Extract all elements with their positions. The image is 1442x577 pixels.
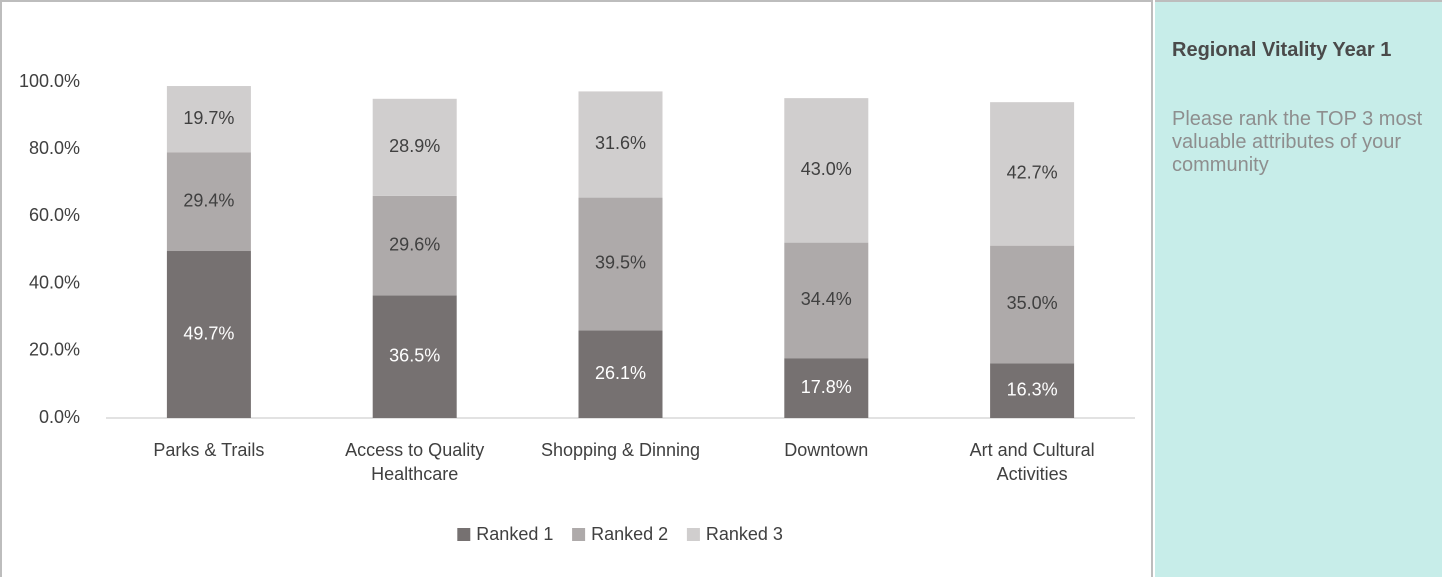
value-label: 42.7%	[1007, 163, 1058, 183]
y-tick-label: 40.0%	[29, 272, 80, 292]
value-label: 39.5%	[595, 253, 646, 273]
x-tick-label: Access to Quality Healthcare	[345, 440, 485, 484]
y-tick-label: 100.0%	[19, 71, 80, 91]
value-label: 43.0%	[801, 159, 852, 179]
legend-swatch	[686, 528, 700, 541]
value-label: 31.6%	[595, 133, 646, 153]
y-tick-label: 80.0%	[29, 138, 80, 158]
bar-segment	[166, 86, 251, 153]
bar-segment	[166, 152, 251, 252]
bar-segment	[990, 245, 1075, 364]
bar-segment	[166, 251, 251, 418]
x-tick-label: Art and Cultural Activities	[969, 440, 1095, 484]
value-label: 35.0%	[1007, 293, 1058, 313]
bar-segment	[578, 330, 663, 418]
bar-segment	[372, 295, 457, 418]
chart: 0.0% 20.0% 40.0% 60.0% 80.0% 100.0% 49.7% 29.4%…	[19, 71, 1135, 544]
bar-segment	[990, 102, 1075, 246]
bar-segment	[372, 195, 457, 296]
x-tick-label: Downtown	[784, 440, 869, 460]
value-label: 26.1%	[595, 363, 646, 383]
x-tick-label: Parks & Trails	[153, 440, 265, 460]
y-tick-label: 0.0%	[39, 407, 80, 427]
bar-segment	[990, 363, 1075, 418]
bar-segment	[372, 98, 457, 196]
bar-segment	[784, 242, 869, 359]
value-label: 29.4%	[183, 190, 234, 210]
legend-swatch	[572, 528, 586, 541]
x-tick-label: Shopping & Dinning	[540, 440, 701, 460]
value-label: 28.9%	[389, 136, 440, 156]
value-label: 49.7%	[183, 323, 234, 343]
bar-segment	[784, 358, 869, 418]
value-label: 29.6%	[389, 234, 440, 254]
bar-segment	[578, 91, 663, 198]
value-label: 16.3%	[1007, 379, 1058, 399]
bar-segment	[578, 197, 663, 331]
y-tick-label: 60.0%	[29, 205, 80, 225]
value-label: 17.8%	[801, 377, 852, 397]
bar-segment	[784, 98, 869, 243]
value-label: 36.5%	[389, 345, 440, 365]
panel-text: Please rank the TOP 3 most valuable attr…	[1172, 108, 1423, 176]
side-panel: Regional Vitality Year 1 Please rank the…	[1155, 0, 1442, 577]
legend-swatch	[457, 528, 471, 541]
chart-frame	[0, 0, 1153, 577]
legend-label: Ranked 2	[591, 524, 668, 544]
y-tick-label: 20.0%	[29, 340, 80, 360]
value-label: 19.7%	[183, 108, 234, 128]
legend-label: Ranked 3	[706, 524, 783, 544]
value-label: 34.4%	[801, 289, 852, 309]
panel-title: Regional Vitality Year 1	[1172, 39, 1392, 61]
legend-label: Ranked 1	[476, 524, 553, 544]
